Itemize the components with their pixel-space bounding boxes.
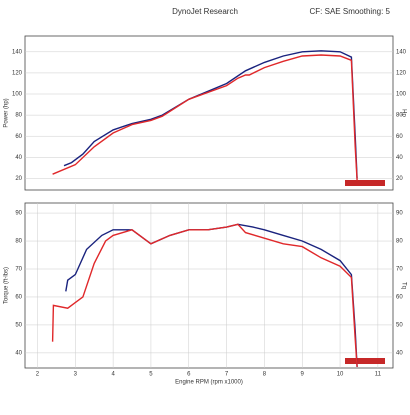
y-tick-label: 140: [12, 49, 23, 55]
y-tick-label: 60: [15, 134, 22, 140]
plot-area: [24, 35, 394, 191]
y2-tick-label: 120: [396, 70, 407, 76]
x-tick-label: 6: [187, 372, 191, 378]
data-line: [63, 50, 358, 179]
y-tick-label: 80: [15, 239, 22, 245]
x-tick-label: 5: [149, 372, 153, 378]
y-axis-label: Torque (ft-lbs): [4, 267, 10, 304]
y-tick-label: 70: [15, 267, 22, 273]
y2-tick-label: 80: [396, 113, 403, 119]
y-axis-label: Power (hp): [4, 98, 10, 127]
x-tick-label: 10: [337, 372, 344, 378]
y2-tick-label: 60: [396, 295, 403, 301]
y2-tick-label: 90: [396, 211, 403, 217]
data-line: [51, 223, 358, 367]
note: CF: SAE Smoothing: 5: [310, 7, 391, 16]
x-tick-label: 9: [301, 372, 305, 378]
y-tick-label: 40: [15, 155, 22, 161]
y2-tick-label: 40: [396, 350, 403, 356]
plot-area: [24, 202, 394, 369]
y-tick-label: 80: [15, 113, 22, 119]
y-tick-label: 50: [15, 323, 22, 329]
x-tick-label: 3: [74, 372, 78, 378]
x-tick-label: 2: [36, 372, 40, 378]
logo: [345, 358, 385, 364]
x-axis-label: Engine RPM (rpm x1000): [175, 380, 243, 386]
y-tick-label: 100: [12, 92, 23, 98]
x-tick-label: 8: [263, 372, 267, 378]
y2-axis-label: Hp: [400, 109, 406, 117]
y-tick-label: 40: [15, 350, 22, 356]
x-tick-label: 11: [375, 372, 382, 378]
logo: [345, 180, 385, 186]
y2-tick-label: 40: [396, 155, 403, 161]
y-tick-label: 90: [15, 211, 22, 217]
y2-tick-label: 60: [396, 134, 403, 140]
y2-tick-label: 100: [396, 92, 407, 98]
y-tick-label: 60: [15, 295, 22, 301]
y2-tick-label: 20: [396, 176, 403, 182]
y2-tick-label: 50: [396, 323, 403, 329]
y-tick-label: 120: [12, 70, 23, 76]
x-tick-label: 7: [225, 372, 229, 378]
y2-tick-label: 80: [396, 239, 403, 245]
y-tick-label: 20: [15, 176, 22, 182]
data-line: [52, 54, 358, 181]
y2-axis-label: Tq: [400, 282, 406, 289]
y2-tick-label: 70: [396, 267, 403, 273]
title: DynoJet Research: [172, 7, 238, 16]
y2-tick-label: 140: [396, 49, 407, 55]
x-tick-label: 4: [111, 372, 115, 378]
